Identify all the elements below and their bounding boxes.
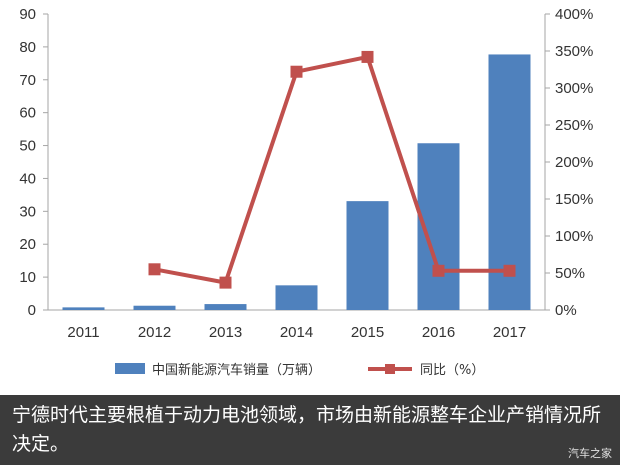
bar-2011 <box>62 307 105 310</box>
growth-point-2016 <box>432 264 445 277</box>
bar-2014 <box>275 285 318 310</box>
legend-line-marker <box>385 364 395 374</box>
caption-bar: 宁德时代主要根植于动力电池领域，市场由新能源整车企业产销情况所决定。 汽车之家 <box>0 395 620 465</box>
category-labels: 2011 2012 2013 2014 2015 2016 2017 <box>67 324 526 341</box>
legend-bar-label: 中国新能源汽车销量（万辆） <box>152 362 321 378</box>
right-axis-ticks: 0% 50% 100% 150% 200% 250% 300% 350% 400% <box>545 6 593 319</box>
bar-2012 <box>133 305 176 310</box>
right-tick-label: 150% <box>555 191 593 208</box>
growth-line <box>154 54 510 285</box>
left-tick-label: 30 <box>19 203 36 220</box>
category-label: 2017 <box>493 324 526 341</box>
left-tick-label: 40 <box>19 170 36 187</box>
category-label: 2013 <box>209 324 242 341</box>
legend-bar-swatch <box>115 363 145 374</box>
left-tick-label: 50 <box>19 138 36 155</box>
line-series <box>148 50 516 289</box>
category-label: 2011 <box>67 324 99 341</box>
category-label: 2012 <box>138 324 171 341</box>
legend-line-label: 同比（%） <box>420 363 484 378</box>
left-tick-label: 60 <box>19 105 36 122</box>
left-tick-label: 10 <box>19 269 36 286</box>
category-label: 2015 <box>351 324 384 341</box>
right-tick-label: 50% <box>555 265 585 282</box>
right-tick-label: 400% <box>555 6 593 23</box>
left-tick-label: 90 <box>19 6 36 23</box>
growth-point-2013 <box>219 276 232 289</box>
left-tick-label: 0 <box>28 302 36 319</box>
right-tick-label: 250% <box>555 117 593 134</box>
right-tick-label: 100% <box>555 228 593 245</box>
growth-point-2015 <box>361 50 374 63</box>
right-tick-label: 350% <box>555 43 593 60</box>
growth-point-2012 <box>148 263 161 276</box>
bar-2015 <box>346 201 389 310</box>
caption-text: 宁德时代主要根植于动力电池领域，市场由新能源整车企业产销情况所决定。 <box>12 404 602 455</box>
right-tick-label: 300% <box>555 80 593 97</box>
right-tick-label: 200% <box>555 154 593 171</box>
watermark-logo: 汽车之家 <box>568 447 612 460</box>
left-tick-label: 70 <box>19 72 36 89</box>
growth-point-2014 <box>290 65 303 78</box>
left-tick-label: 80 <box>19 39 36 56</box>
left-axis-ticks: 0 10 20 30 40 50 60 70 80 90 <box>19 6 48 319</box>
right-tick-label: 0% <box>555 302 577 319</box>
growth-point-2017 <box>503 264 516 277</box>
bar-2013 <box>204 304 247 310</box>
category-label: 2016 <box>422 324 455 341</box>
category-label: 2014 <box>280 324 313 341</box>
left-tick-label: 20 <box>19 236 36 253</box>
plot-axes <box>47 14 546 311</box>
combo-chart: 0 10 20 30 40 50 60 70 80 90 0% 50% 100% 150% 200% 250… <box>19 6 593 378</box>
legend: 中国新能源汽车销量（万辆） 同比（%） <box>115 362 484 378</box>
